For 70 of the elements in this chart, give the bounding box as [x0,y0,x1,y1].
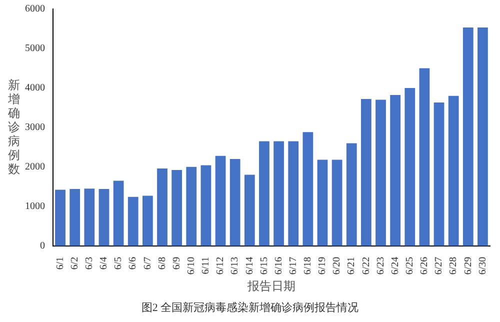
bar [419,68,430,246]
bar [434,102,444,246]
x-tick-label: 6/1 [54,256,66,270]
x-tick-label: 6/30 [477,256,488,275]
x-tick-label: 6/10 [186,256,198,275]
x-tick-label: 6/25 [404,256,416,275]
bar [55,190,66,246]
bar [142,196,153,246]
bar [230,158,240,246]
bar [172,170,182,246]
x-tick-label: 6/4 [98,256,110,270]
x-tick-label: 6/12 [215,256,226,275]
bar [288,141,299,246]
y-tick-label: 3000 [25,122,45,134]
x-tick-label: 6/18 [302,256,314,275]
x-tick-label: 6/28 [448,256,460,275]
y-tick-label: 6000 [25,4,45,15]
bar [346,143,357,246]
x-tick-label: 6/13 [230,256,241,275]
x-tick-label: 6/26 [419,256,430,275]
y-tick-label: 1000 [25,200,45,212]
bar [200,165,212,246]
bar [462,28,474,246]
bar [448,96,459,246]
x-tick-label: 6/24 [390,256,401,275]
bar [317,160,328,246]
y-axis-title: 新增确诊病例数 [8,78,21,176]
x-tick-label: 6/8 [156,256,168,270]
x-axis-title: 报告日期 [246,279,296,294]
x-tick-label: 6/15 [258,256,270,275]
caption: 图2 全国新冠病毒感染新增确诊病例报告情况 [140,300,360,315]
bar [157,168,168,246]
bar [259,141,270,246]
bar [404,88,416,246]
x-tick-label: 6/20 [332,256,343,275]
x-tick-label: 6/5 [113,256,124,270]
x-tick-label: 6/3 [84,256,96,270]
bar [332,160,342,246]
x-tick-label: 6/7 [142,256,154,270]
bar [390,95,401,246]
bar [244,174,255,246]
y-tick-label: 4000 [25,82,45,94]
bar [98,188,110,246]
x-tick-label: 6/11 [200,256,212,274]
y-tick-label: 2000 [25,162,45,173]
bar [376,100,386,246]
x-tick-label: 6/27 [434,256,445,275]
bar [84,188,95,246]
x-tick-label: 6/9 [171,256,182,270]
x-tick-label: 6/16 [273,256,284,275]
bar [478,28,488,246]
x-tick-label: 6/14 [244,256,256,275]
bar [128,196,138,246]
bar [186,166,197,246]
x-tick-label: 6/21 [346,256,358,275]
bar [302,132,314,246]
y-tick-label: 0 [40,240,45,252]
bar [274,141,284,246]
x-tick-label: 6/17 [288,256,299,275]
bar [360,98,372,246]
x-tick-label: 6/23 [375,256,386,275]
x-tick-label: 6/29 [462,256,474,275]
x-tick-label: 6/2 [69,256,80,270]
x-tick-label: 6/19 [317,256,328,275]
bar [70,188,80,246]
y-tick-label: 5000 [25,43,45,54]
x-tick-label: 6/6 [128,256,139,270]
x-tick-label: 6/22 [360,256,372,275]
bar [113,180,124,246]
bar [215,156,226,246]
